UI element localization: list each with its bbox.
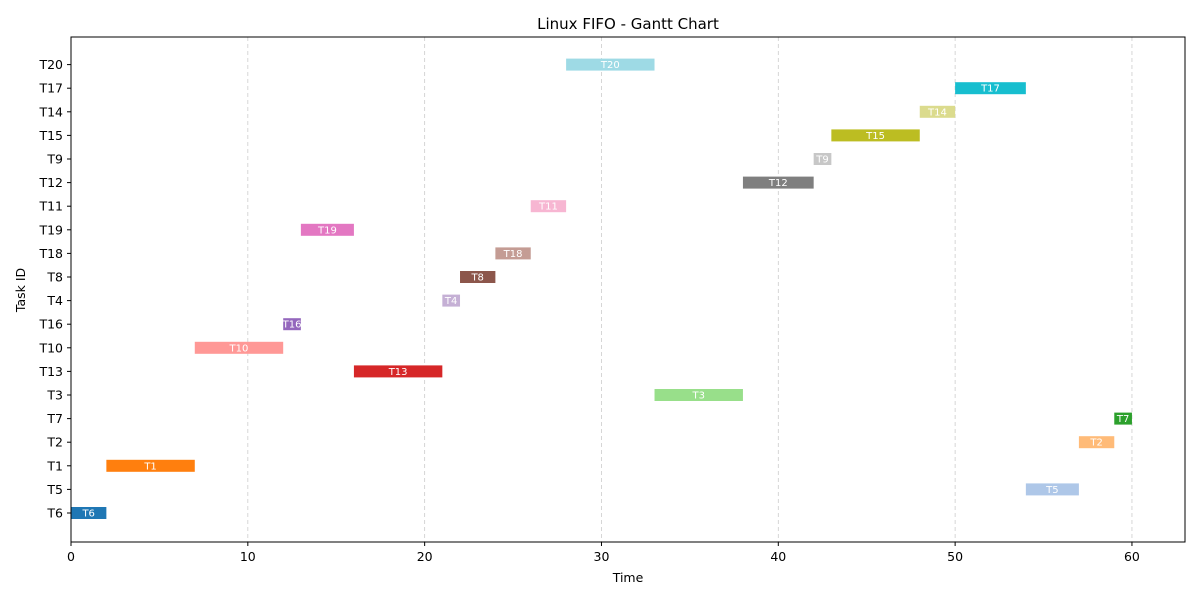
bar-label: T12: [768, 178, 788, 189]
y-tick-label: T15: [38, 128, 63, 143]
bar-label: T11: [538, 202, 558, 213]
y-tick-label: T5: [46, 482, 63, 497]
x-tick-label: 40: [770, 549, 786, 564]
bar-label: T13: [388, 367, 408, 378]
gantt-bar-t6: [71, 507, 107, 519]
x-tick-label: 20: [417, 549, 433, 564]
bar-label: T2: [1089, 438, 1102, 449]
y-axis-label: Task ID: [13, 268, 28, 313]
bar-label: T5: [1045, 485, 1058, 496]
y-tick-label: T13: [38, 364, 63, 379]
gantt-bar-t16: [283, 318, 301, 331]
gantt-bar-t7: [1114, 412, 1132, 425]
bar-label: T17: [980, 84, 1000, 95]
y-tick-label: T2: [46, 435, 63, 450]
x-tick-label: 30: [594, 549, 610, 564]
chart-title: Linux FIFO - Gantt Chart: [537, 15, 719, 33]
gantt-bar-t4: [442, 294, 461, 307]
y-tick-label: T19: [38, 222, 63, 237]
gantt-bar-t3: [654, 389, 743, 401]
bar-label: T8: [470, 273, 483, 284]
y-tick-label: T18: [38, 246, 63, 261]
bar-label: T19: [317, 225, 337, 236]
x-tick-label: 50: [947, 549, 963, 564]
gantt-bar-t17: [955, 82, 1026, 95]
bar-label: T1: [143, 461, 156, 472]
y-tick-label: T1: [46, 458, 63, 473]
bar-label: T7: [1116, 414, 1129, 425]
x-tick-label: 0: [67, 549, 75, 564]
y-tick-label: T8: [46, 270, 63, 285]
gantt-bar-t15: [831, 129, 920, 142]
bar-label: T3: [691, 391, 704, 402]
gantt-bar-t13: [353, 365, 443, 378]
bars: T6 T5 T1 T2 T7 T3 T13 T10 T16 T4 T8 T18 T19 T11 T12 T9 T…: [71, 58, 1132, 520]
y-tick-label: T7: [46, 411, 63, 426]
gantt-bar-t18: [495, 247, 531, 260]
y-axis-ticks: T6 T5 T1 T2 T7 T3 T13 T10 T16 T4 T8 T18 T19 T11 T12 T9 T…: [38, 57, 71, 521]
gantt-bar-t12: [742, 176, 814, 189]
bar-label: T9: [815, 155, 828, 166]
y-tick-label: T4: [46, 293, 63, 308]
bar-label: T6: [81, 509, 94, 520]
bar-label: T18: [503, 249, 523, 260]
x-tick-label: 10: [240, 549, 256, 564]
y-tick-label: T11: [38, 199, 63, 214]
bar-label: T10: [229, 343, 249, 354]
gantt-bar-t1: [106, 459, 195, 472]
bar-label: T16: [282, 320, 302, 331]
gantt-bar-t10: [194, 341, 284, 354]
bar-label: T4: [444, 296, 457, 307]
x-axis-ticks: 0 10 20 30 40 50 60: [67, 542, 1140, 564]
gantt-bar-t2: [1078, 436, 1115, 449]
gantt-bar-t5: [1025, 483, 1079, 496]
gantt-bar-t14: [919, 105, 956, 118]
gantt-bar-t11: [530, 200, 567, 213]
x-axis-label: Time: [612, 570, 644, 585]
y-tick-label: T17: [38, 81, 63, 96]
y-tick-label: T10: [38, 340, 63, 355]
y-tick-label: T3: [46, 388, 63, 403]
x-tick-label: 60: [1124, 549, 1140, 564]
y-tick-label: T9: [46, 152, 63, 167]
bar-label: T20: [600, 60, 620, 71]
bar-label: T14: [927, 107, 947, 118]
bar-label: T15: [865, 131, 885, 142]
y-tick-label: T20: [38, 57, 63, 72]
y-tick-label: T16: [38, 317, 63, 332]
grid-lines: [247, 37, 1133, 542]
gantt-bar-t19: [300, 223, 354, 236]
gantt-bar-t9: [813, 153, 832, 165]
gantt-bar-t20: [566, 58, 655, 71]
y-tick-label: T12: [38, 175, 63, 190]
y-tick-label: T14: [38, 104, 63, 119]
y-tick-label: T6: [46, 506, 63, 521]
gantt-bar-t8: [460, 271, 496, 283]
plot-frame: [70, 36, 1186, 543]
